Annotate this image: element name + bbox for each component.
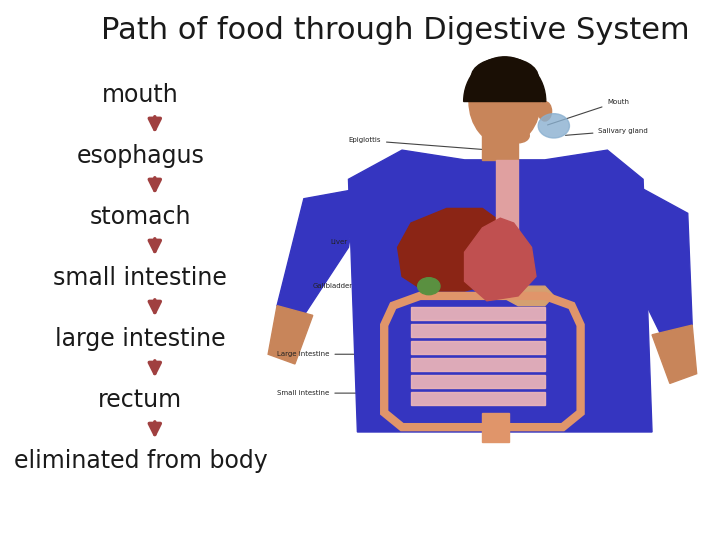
Bar	[411, 323, 545, 337]
Text: eliminated from body: eliminated from body	[14, 449, 267, 472]
Bar	[411, 392, 545, 405]
Text: Liver: Liver	[330, 239, 417, 252]
Polygon shape	[397, 208, 513, 291]
Polygon shape	[268, 306, 312, 364]
Bar	[496, 160, 518, 257]
Text: Pancreas: Pancreas	[552, 301, 630, 319]
Bar	[411, 357, 545, 372]
Text: mouth: mouth	[102, 83, 179, 106]
Ellipse shape	[507, 128, 529, 143]
Text: stomach: stomach	[90, 205, 191, 228]
Text: Small intestine: Small intestine	[277, 390, 408, 396]
Bar	[411, 341, 545, 354]
Bar	[411, 375, 545, 388]
Wedge shape	[464, 57, 546, 102]
Text: Esophagus: Esophagus	[521, 215, 636, 221]
Bar	[411, 307, 545, 320]
Text: rectum: rectum	[99, 388, 182, 411]
Bar	[482, 131, 518, 160]
Text: Salivary gland: Salivary gland	[565, 127, 648, 136]
Ellipse shape	[418, 278, 440, 295]
Polygon shape	[348, 150, 652, 432]
Ellipse shape	[538, 102, 552, 121]
Polygon shape	[652, 325, 697, 383]
Polygon shape	[625, 189, 692, 335]
Text: Rectum: Rectum	[565, 380, 625, 387]
Polygon shape	[277, 189, 357, 315]
Text: Large intestine: Large intestine	[277, 351, 390, 357]
Polygon shape	[500, 286, 554, 306]
Text: Stomach: Stomach	[539, 267, 629, 280]
Text: Gallbladder: Gallbladder	[312, 283, 422, 289]
Bar	[482, 413, 509, 442]
Text: esophagus: esophagus	[76, 144, 204, 167]
Polygon shape	[464, 218, 536, 301]
Text: small intestine: small intestine	[53, 266, 228, 289]
Text: Mouth: Mouth	[547, 98, 629, 125]
Ellipse shape	[469, 58, 541, 145]
Text: Path of food through Digestive System: Path of food through Digestive System	[101, 16, 690, 45]
Text: large intestine: large intestine	[55, 327, 225, 350]
Text: Epiglottis: Epiglottis	[348, 137, 489, 150]
Ellipse shape	[539, 113, 570, 138]
Ellipse shape	[472, 58, 539, 97]
